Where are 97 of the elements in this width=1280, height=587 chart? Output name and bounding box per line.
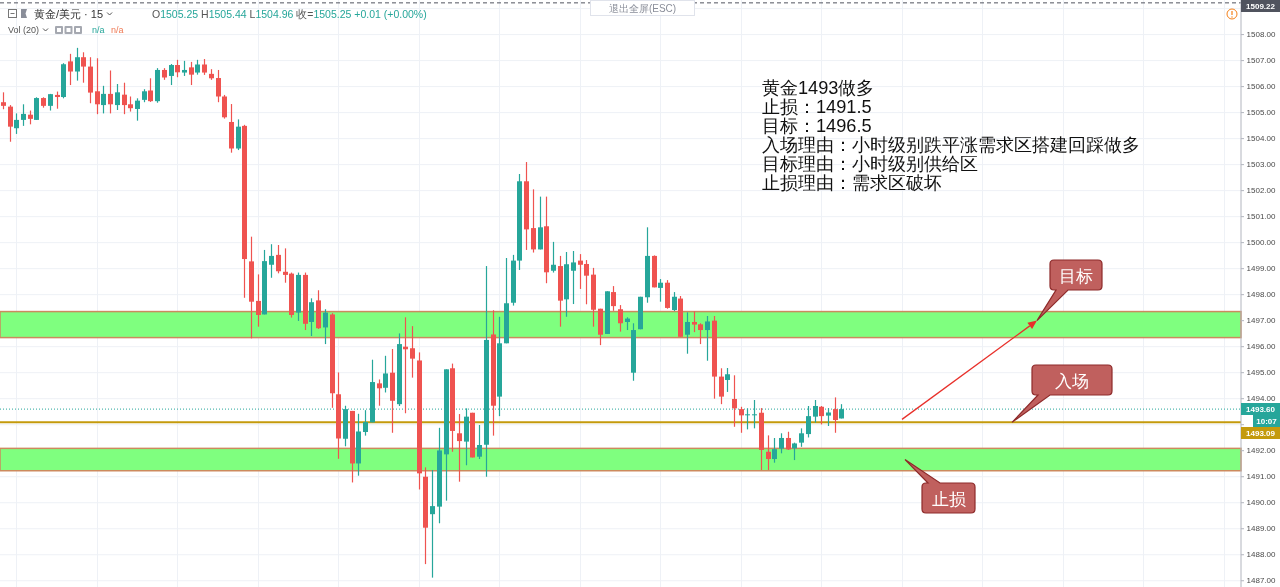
y-tick-label: 1507.00: [1246, 56, 1277, 66]
candlestick: [34, 96, 39, 121]
y-tick-label: 1495.00: [1246, 368, 1277, 378]
y-tick-label: 1506.00: [1246, 82, 1277, 92]
candlestick: [14, 112, 19, 135]
annotation: 黄金1493做多: [762, 78, 875, 98]
candlestick: [799, 427, 804, 448]
annotation: n/a: [111, 25, 124, 35]
candlestick: [819, 405, 824, 426]
candlestick: [148, 77, 153, 103]
y-tick-label: 1501.00: [1246, 212, 1277, 222]
y-tick-label: 1503.00: [1246, 160, 1277, 170]
y-tick-label: 1496.00: [1246, 342, 1277, 352]
annotation: 退出全屏(ESC): [608, 2, 677, 14]
ref-line-label: 1493.60 10:07: [1241, 403, 1280, 428]
candlestick: [8, 104, 13, 143]
candlestick: [806, 405, 811, 439]
annotation: 目标: [1059, 266, 1093, 286]
candlestick: [383, 355, 388, 394]
candlestick: [21, 103, 26, 127]
y-tick-label: 1500.00: [1246, 238, 1277, 248]
candlestick: [705, 315, 710, 362]
candlestick: [81, 51, 86, 84]
y-tick-label: 1494.00: [1246, 394, 1277, 404]
candlestick: [538, 196, 543, 251]
candlestick: [813, 399, 818, 424]
candlestick: [772, 437, 777, 464]
candlestick: [779, 432, 784, 454]
candlestick: [752, 399, 757, 429]
candlestick: [323, 308, 328, 345]
y-tick-label: 1502.00: [1246, 186, 1277, 196]
candlestick: [786, 431, 791, 451]
candlestick: [672, 291, 677, 312]
annotation: 入场理由：小时级别跌平涨需求区搭建回踩做多: [762, 135, 1140, 155]
candlestick: [115, 83, 120, 111]
y-tick-label: 1504.00: [1246, 134, 1277, 144]
candlestick: [685, 311, 690, 355]
candlestick: [477, 424, 482, 460]
candlestick: [216, 69, 221, 103]
candlestick: [766, 434, 771, 471]
candlestick: [551, 241, 556, 274]
candlestick: [189, 61, 194, 86]
candlestick: [457, 413, 462, 483]
candlestick: [745, 407, 750, 430]
ref-line-label: 1493.60: [1246, 404, 1276, 414]
y-tick-label: 1488.00: [1246, 550, 1277, 560]
candlestick: [75, 47, 80, 82]
annotation: 止损理由：需求区破坏: [762, 173, 942, 193]
text: 黄金/美元 · 15: [34, 8, 104, 20]
y-tick-label: 1492.00: [1246, 446, 1277, 456]
candlestick: [377, 378, 382, 407]
candlestick: [571, 250, 576, 305]
annotation: n/a: [92, 25, 105, 35]
text: O1505.25 H1505.44 L1504.96 收=1505.25 +0.01 (+0.00%): [152, 8, 427, 20]
y-tick-label: 1497.00: [1246, 316, 1277, 326]
y-tick-label: 1505.00: [1246, 108, 1277, 118]
annotation: Vol (20): [8, 25, 40, 35]
candlestick: [169, 63, 174, 86]
candlestick: [430, 469, 435, 579]
candlestick: [363, 409, 368, 437]
annotation: 止损：1491.5: [762, 97, 872, 117]
annotation: 入场: [1055, 371, 1089, 391]
y-tick-label: 1508.00: [1246, 30, 1277, 40]
annotation: 目标理由：小时级别供给区: [762, 154, 978, 174]
candlestick: [68, 53, 73, 86]
y-tick-label: 1489.00: [1246, 524, 1277, 534]
ref-line-label: 1493.09: [1241, 427, 1280, 440]
candlestick: [236, 118, 241, 151]
annotation: 目标：1496.5: [762, 116, 872, 136]
candlestick: [256, 273, 261, 328]
candlestick: [101, 85, 106, 114]
annotation: 止损: [931, 489, 966, 509]
y-tick-label: 1498.00: [1246, 290, 1277, 300]
ref-line-label: 1509.22: [1246, 1, 1276, 11]
candlestick: [658, 278, 663, 303]
candlestick: [135, 97, 140, 122]
candlestick: [739, 406, 744, 434]
ref-line-label: 1493.09: [1246, 428, 1276, 438]
candlestick: [276, 244, 281, 274]
candlestick: [108, 69, 113, 114]
ref-line-label: 1509.22: [1241, 0, 1280, 12]
y-tick-label: 1499.00: [1246, 264, 1277, 274]
candlestick: [410, 325, 415, 379]
y-tick-label: 1491.00: [1246, 472, 1277, 482]
candlestick: [719, 367, 724, 405]
candlestick: [222, 94, 227, 120]
candlestick: [618, 304, 623, 333]
candlestick: [833, 396, 838, 434]
candlestick: [611, 285, 616, 312]
candlestick: [309, 297, 314, 337]
candlestick: [531, 188, 536, 254]
candlestick: [269, 243, 274, 279]
y-tick-label: 1487.00: [1246, 576, 1277, 586]
y-tick-label: 1490.00: [1246, 498, 1277, 508]
candlestick: [732, 374, 737, 428]
candlestick: [725, 367, 730, 393]
candlestick: [95, 57, 100, 115]
